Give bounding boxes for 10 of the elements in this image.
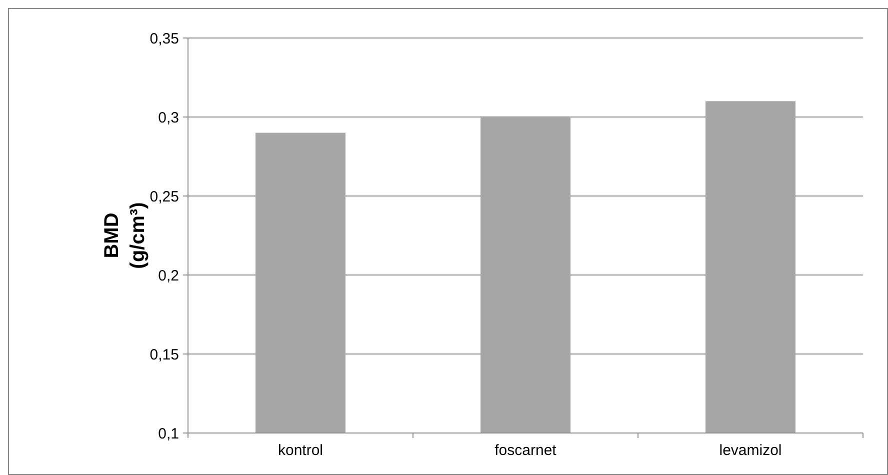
x-tick-label: foscarnet: [494, 442, 558, 459]
y-tick-label: 0,25: [150, 188, 179, 206]
y-tick-label: 0,1: [158, 425, 179, 442]
x-tick-label: kontrol: [278, 442, 324, 459]
y-tick-label: 0,3: [158, 109, 179, 126]
y-axis-title: BMD (g/cm³): [101, 202, 149, 269]
y-tick-label: 0,2: [158, 267, 179, 284]
x-tick-label: levamizol: [719, 442, 782, 459]
y-tick-label: 0,15: [150, 346, 179, 364]
y-tick-label: 0,35: [150, 30, 179, 48]
